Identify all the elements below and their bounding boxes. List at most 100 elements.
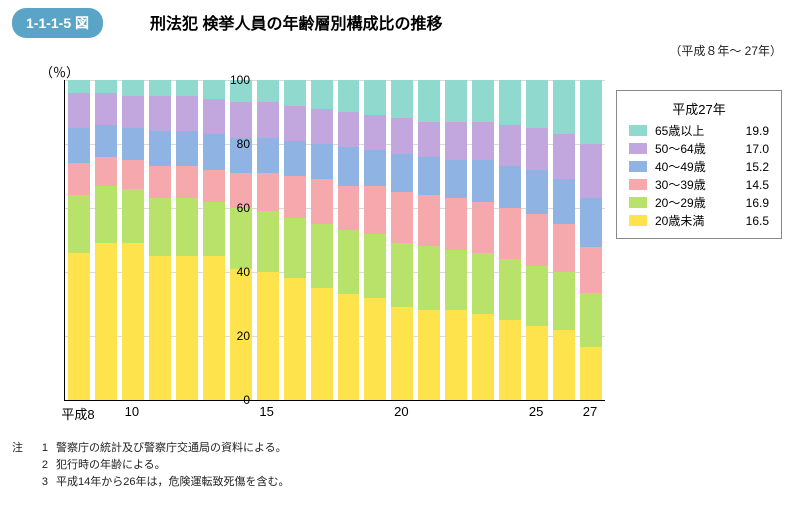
bar-year-15 [257,80,279,400]
legend-row-65plus: 65歳以上19.9 [629,122,769,139]
segment-30_39 [364,186,386,234]
chart-plot-area [64,80,605,401]
segment-under20 [338,294,360,400]
segment-30_39 [391,192,413,243]
segment-20_29 [122,189,144,243]
bar-year-16 [284,80,306,400]
segment-65plus [499,80,521,125]
segment-50_64 [257,102,279,137]
segment-40_49 [95,125,117,157]
segment-50_64 [526,128,548,170]
bar-year-12 [176,80,198,400]
segment-50_64 [122,96,144,128]
segment-65plus [68,80,90,93]
segment-20_29 [68,195,90,253]
segment-20_29 [526,266,548,327]
segment-30_39 [418,195,440,246]
segment-30_39 [553,224,575,272]
bar-year-8 [68,80,90,400]
chart-period: （平成８年～ 27年） [669,42,782,59]
segment-65plus [257,80,279,102]
bar-year-21 [418,80,440,400]
segment-50_64 [418,122,440,157]
y-axis-unit: （％） [40,62,79,81]
segment-40_49 [68,128,90,163]
y-tick-label: 100 [210,73,250,87]
segment-40_49 [176,131,198,166]
segment-30_39 [338,186,360,231]
segment-50_64 [95,93,117,125]
y-tick-label: 80 [210,137,250,151]
segment-20_29 [499,259,521,320]
segment-40_49 [472,160,494,202]
segment-under20 [364,298,386,400]
segment-65plus [526,80,548,128]
segment-50_64 [203,99,225,134]
segment-40_49 [284,141,306,176]
bar-year-18 [338,80,360,400]
x-tick-label: 20 [394,404,408,419]
legend-swatch [629,143,647,154]
segment-50_64 [364,115,386,150]
x-tick-label: 27 [583,404,597,419]
segment-40_49 [445,160,467,198]
segment-30_39 [176,166,198,198]
segment-30_39 [311,179,333,224]
footnote-line: 2犯行時の年齢による。 [12,457,289,474]
segment-30_39 [284,176,306,218]
y-tick-label: 40 [210,265,250,279]
legend-value: 14.5 [735,178,769,192]
segment-40_49 [391,154,413,192]
legend-label: 50～64歳 [655,140,727,157]
segment-65plus [176,80,198,96]
segment-50_64 [176,96,198,131]
segment-under20 [95,243,117,400]
legend-swatch [629,215,647,226]
segment-30_39 [149,166,171,198]
segment-50_64 [68,93,90,128]
bar-year-20 [391,80,413,400]
y-tick-label: 20 [210,329,250,343]
segment-50_64 [311,109,333,144]
segment-20_29 [338,230,360,294]
segment-20_29 [580,293,602,347]
segment-20_29 [149,198,171,256]
legend-value: 17.0 [735,142,769,156]
x-tick-label: 15 [259,404,273,419]
segment-under20 [472,314,494,400]
segment-65plus [391,80,413,118]
y-tick-label: 60 [210,201,250,215]
segment-40_49 [526,170,548,215]
segment-20_29 [445,250,467,311]
bar-year-25 [526,80,548,400]
segment-65plus [418,80,440,122]
segment-20_29 [391,243,413,307]
legend-row-40_49: 40～49歳15.2 [629,158,769,175]
segment-under20 [257,272,279,400]
segment-65plus [364,80,386,115]
segment-50_64 [391,118,413,153]
legend-swatch [629,197,647,208]
segment-40_49 [499,166,521,208]
segment-40_49 [418,157,440,195]
legend-label: 30～39歳 [655,176,727,193]
segment-65plus [338,80,360,112]
segment-50_64 [284,106,306,141]
legend-value: 16.5 [735,214,769,228]
segment-under20 [553,330,575,400]
legend-row-50_64: 50～64歳 17.0 [629,140,769,157]
segment-65plus [122,80,144,96]
footnotes: 注1警察庁の統計及び警察庁交通局の資料による。2犯行時の年齢による。3平成14年… [12,440,289,491]
legend-box: 平成27年 65歳以上19.950～64歳17.040～49歳15.230～39… [616,90,782,239]
segment-30_39 [499,208,521,259]
segment-40_49 [364,150,386,185]
bar-year-10 [122,80,144,400]
segment-30_39 [257,173,279,211]
bar-year-19 [364,80,386,400]
legend-row-20_29: 20～29歳16.9 [629,194,769,211]
bar-year-23 [472,80,494,400]
segment-30_39 [95,157,117,186]
legend-value: 16.9 [735,196,769,210]
segment-20_29 [257,211,279,272]
segment-under20 [580,347,602,400]
